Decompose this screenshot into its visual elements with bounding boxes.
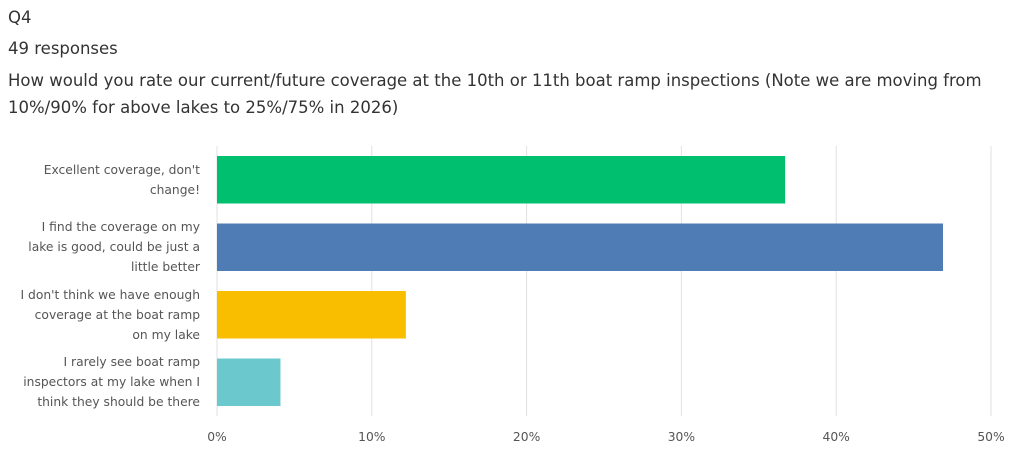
question-title: How would you rate our current/future co… xyxy=(8,71,982,117)
x-tick-label: 20% xyxy=(513,430,540,444)
x-tick-label: 50% xyxy=(977,430,1004,444)
response-count: 49 responses xyxy=(8,39,118,58)
x-tick-label: 30% xyxy=(668,430,695,444)
x-tick-label: 40% xyxy=(823,430,850,444)
bar xyxy=(217,156,786,204)
bar xyxy=(217,223,944,271)
question-number: Q4 xyxy=(8,8,32,27)
category-label: I find the coverage on my lake is good, … xyxy=(28,220,200,275)
bar xyxy=(217,358,281,406)
category-label: I don't think we have enough coverage at… xyxy=(20,287,200,342)
bar xyxy=(217,291,406,339)
category-label: I rarely see boat ramp inspectors at my … xyxy=(23,355,200,410)
x-tick-label: 0% xyxy=(207,430,227,444)
category-label: Excellent coverage, don't change! xyxy=(43,162,200,197)
x-tick-label: 10% xyxy=(358,430,385,444)
